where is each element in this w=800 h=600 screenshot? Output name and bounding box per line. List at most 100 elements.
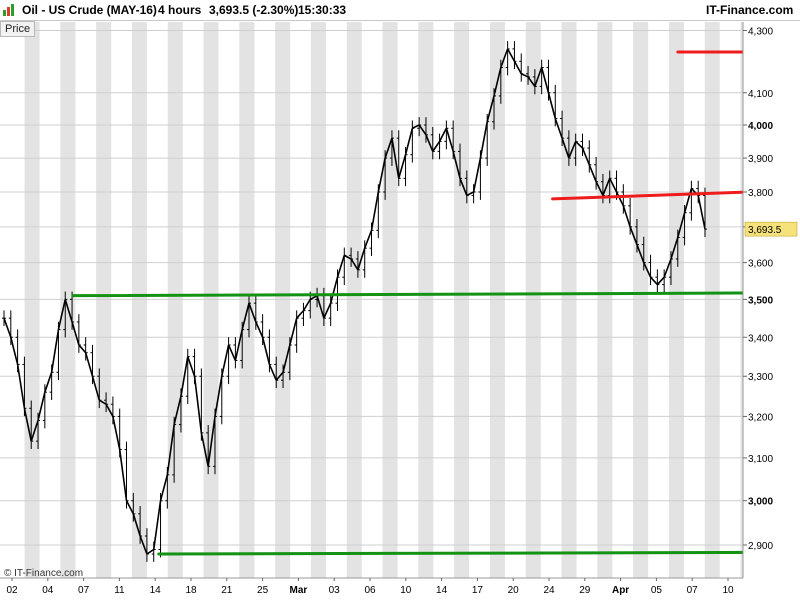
y-tick-label: 4,000 <box>748 121 773 132</box>
price-path <box>391 137 400 179</box>
price-path <box>377 157 386 193</box>
price-path <box>472 157 482 193</box>
price-path <box>329 276 339 304</box>
price-path <box>214 376 223 417</box>
x-tick-label: 20 <box>508 585 520 596</box>
price-path <box>357 247 366 271</box>
x-tick-label: 06 <box>364 585 376 596</box>
price-path <box>248 302 257 323</box>
price-path <box>146 548 155 555</box>
x-tick-label: Apr <box>612 585 629 596</box>
price-path <box>636 244 645 263</box>
price-path <box>255 321 264 338</box>
price-path <box>296 310 305 319</box>
price-path <box>363 230 373 249</box>
price-path <box>84 352 94 377</box>
x-tick-label: 14 <box>150 585 162 596</box>
price-path <box>71 321 80 346</box>
price-path <box>166 424 175 475</box>
tab-price[interactable]: Price <box>0 21 36 37</box>
session-band <box>96 22 112 578</box>
brand-label[interactable]: IT-Finance.com <box>706 3 794 17</box>
price-path <box>302 298 311 312</box>
price-path <box>615 191 625 207</box>
chart-header: Oil - US Crude (MAY-16) 4 hours 3,693.5 … <box>0 0 800 21</box>
price-path <box>3 317 12 338</box>
price-path <box>384 137 393 159</box>
price-path <box>125 500 135 515</box>
price-path <box>534 67 543 87</box>
price-path <box>575 140 584 149</box>
x-tick-label: 18 <box>185 585 197 596</box>
x-axis-panel <box>0 578 800 600</box>
price-path <box>445 128 454 152</box>
session-band <box>668 22 684 578</box>
session-band <box>454 22 470 578</box>
price-path <box>404 128 414 155</box>
price-path <box>336 255 346 278</box>
y-tick-label: 3,000 <box>748 497 773 508</box>
price-path <box>152 500 162 550</box>
price-path <box>64 299 73 323</box>
y-gridlines <box>0 30 743 546</box>
y-tick-label: 3,400 <box>748 333 773 344</box>
price-path <box>234 329 243 361</box>
price-path <box>513 60 522 75</box>
price-path <box>397 154 407 179</box>
price-path <box>118 449 128 501</box>
session-band <box>597 22 613 578</box>
timeframe-label[interactable]: 4 hours <box>158 3 202 17</box>
session-band <box>346 22 362 578</box>
price-path <box>180 356 189 397</box>
session-band <box>131 22 147 578</box>
price-path <box>221 344 230 377</box>
price-path <box>459 178 468 196</box>
price-path <box>581 147 591 166</box>
price-path <box>452 151 461 179</box>
session-band <box>704 22 720 578</box>
x-tick-label: 02 <box>6 585 18 596</box>
price-path <box>500 48 509 68</box>
y-tick-label: 4,300 <box>748 27 773 38</box>
x-tick-label: 04 <box>42 585 54 596</box>
price-path <box>187 356 196 377</box>
x-tick-label: 17 <box>472 585 484 596</box>
price-path <box>432 140 441 152</box>
session-band <box>382 22 398 578</box>
price-path <box>350 258 359 271</box>
price-path <box>227 344 237 361</box>
weekend-bands <box>24 22 756 578</box>
x-tick-label: 24 <box>543 585 555 596</box>
price-path <box>670 237 679 260</box>
price-path <box>568 141 577 159</box>
price-path <box>30 420 39 442</box>
price-path <box>486 95 495 122</box>
price-path <box>418 124 427 136</box>
price-path <box>466 191 474 197</box>
price-path <box>561 137 570 159</box>
price-path <box>602 178 611 196</box>
x-tick-label: 03 <box>329 585 341 596</box>
price-path <box>520 73 529 78</box>
candles <box>2 41 707 562</box>
x-tick-label: 29 <box>579 585 591 596</box>
y-tick-label: 3,900 <box>748 154 773 165</box>
price-path <box>370 191 380 231</box>
price-path <box>643 262 652 278</box>
time-label: 15:30:33 <box>298 3 347 17</box>
copyright-label: © IT-Finance.com <box>4 568 84 579</box>
price-path <box>527 76 536 87</box>
session-band <box>24 22 40 578</box>
x-tick-label: 05 <box>651 585 663 596</box>
price-path <box>112 416 121 450</box>
price-path <box>10 337 19 365</box>
y-tick-label: 3,500 <box>748 295 773 306</box>
price-path <box>547 92 557 119</box>
price-path <box>193 376 203 433</box>
price-path <box>159 474 169 501</box>
price-path <box>16 364 26 409</box>
price-path <box>554 118 563 139</box>
x-tick-label: 25 <box>257 585 269 596</box>
session-band <box>418 22 434 578</box>
